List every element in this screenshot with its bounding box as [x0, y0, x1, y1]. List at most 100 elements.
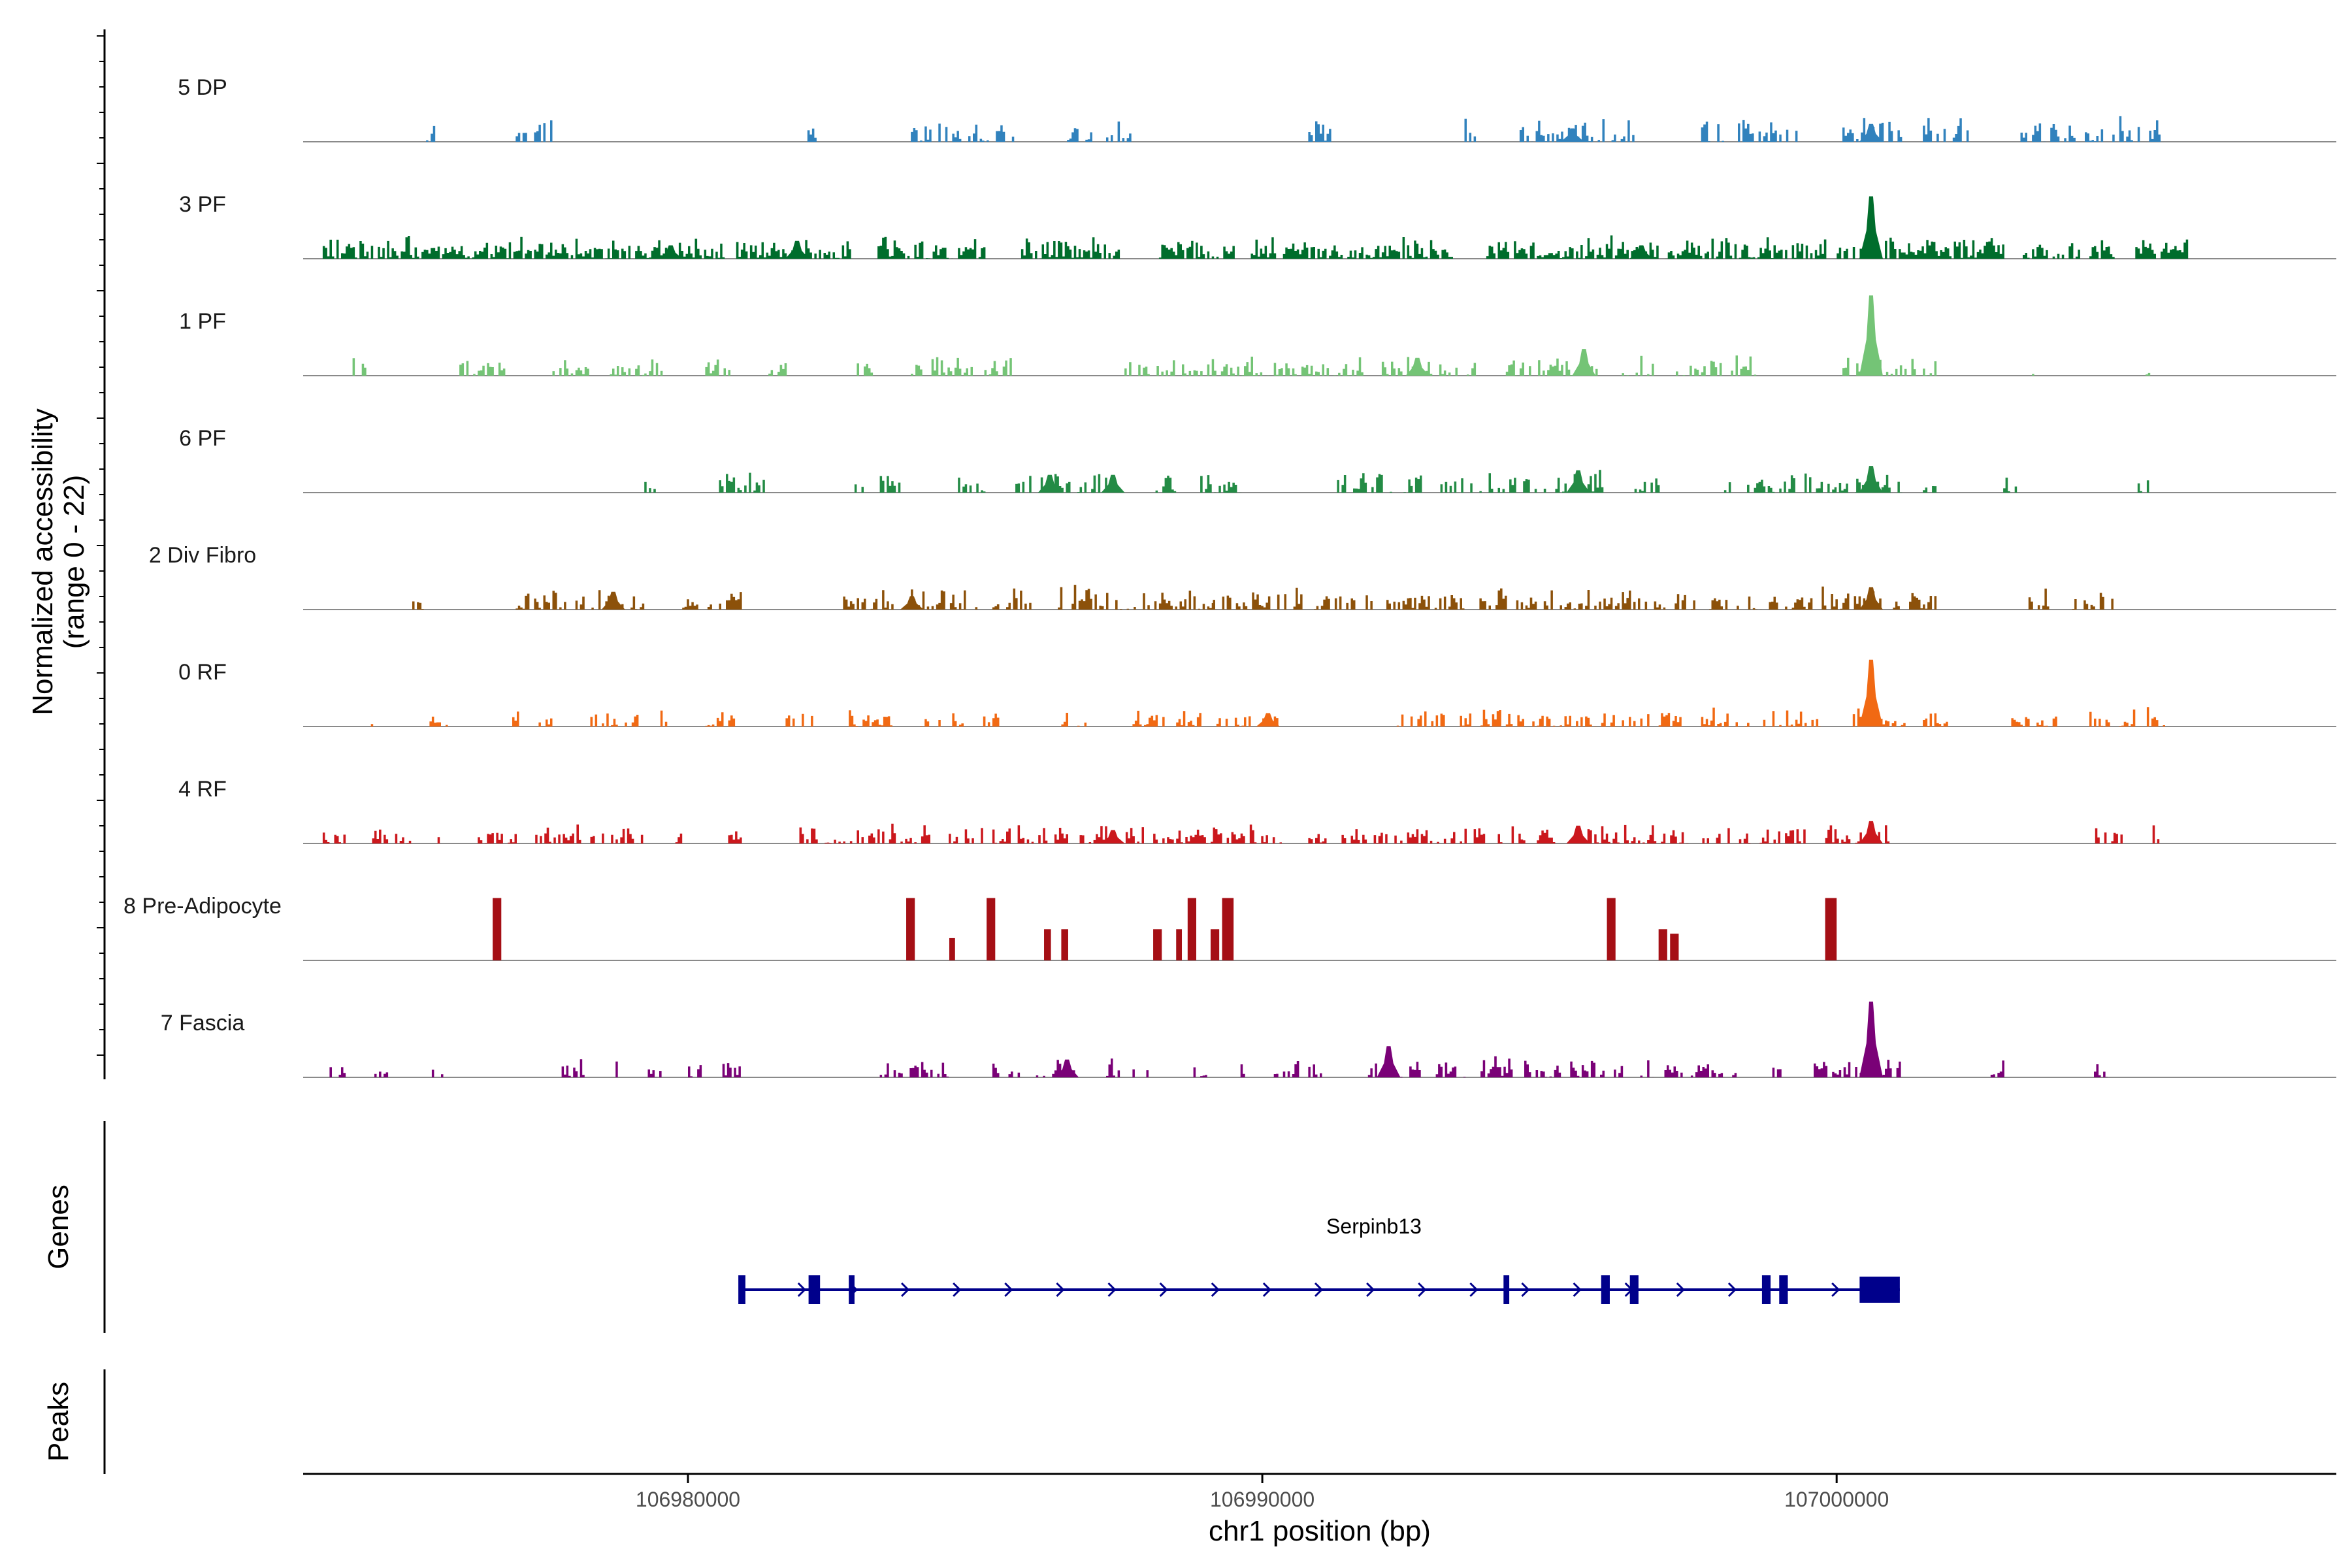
coverage-bar	[1153, 929, 1162, 960]
track-0-rf: 0 RF	[178, 659, 2336, 727]
track-5-dp: 5 DP	[178, 75, 2336, 142]
x-tick-label: 106990000	[1210, 1488, 1315, 1511]
coverage-signal-2-div-fibro	[412, 585, 2114, 610]
coverage-peak	[1629, 245, 1654, 259]
strand-arrow	[1159, 1282, 1168, 1298]
coverage-peak	[1055, 1059, 1079, 1077]
coverage-signal-0-rf	[366, 707, 2166, 727]
track-1-pf: 1 PF	[179, 295, 2336, 376]
coverage-bar	[1187, 898, 1196, 960]
gene-exon	[808, 1275, 821, 1304]
coverage-peak	[1377, 1046, 1401, 1077]
strand-arrow	[1727, 1282, 1737, 1298]
peaks-y-axis-title: Peaks	[42, 1382, 74, 1462]
coverage-bar	[1658, 929, 1667, 960]
coverage-bar	[1825, 898, 1837, 960]
coverage-signal-4-rf	[320, 823, 2160, 843]
gene-exon	[849, 1275, 855, 1304]
coverage-signal-7-fascia	[320, 1056, 2108, 1077]
gene-exon	[1629, 1275, 1639, 1304]
coverage-peak	[1859, 1002, 1883, 1077]
gene-exon	[1779, 1275, 1788, 1304]
x-axis: 106980000 106990000 107000000 chr1 positio…	[303, 1473, 2336, 1547]
coverage-peak	[1405, 357, 1429, 376]
track-label-7-fascia: 7 Fascia	[161, 1011, 245, 1036]
peaks-panel: Peaks	[42, 1369, 106, 1474]
coverage-bar	[906, 898, 915, 960]
track-7-fascia: 7 Fascia	[161, 1002, 2336, 1078]
strand-arrow	[1314, 1282, 1324, 1298]
coverage-peak	[1572, 349, 1596, 376]
coverage-bar	[1044, 929, 1051, 960]
genes-panel: Genes Serpinb13	[42, 1121, 1900, 1333]
coverage-peak	[1859, 659, 1883, 727]
gene-exon	[740, 1275, 745, 1304]
coverage-peak	[1859, 587, 1883, 610]
strand-arrow	[1676, 1282, 1685, 1298]
coverage-peak	[1566, 825, 1590, 843]
gene-exon	[1761, 1275, 1771, 1304]
strand-arrow	[1004, 1282, 1013, 1298]
coverage-peak	[1859, 466, 1883, 493]
x-tick-label: 106980000	[636, 1488, 740, 1511]
coverage-peak	[1101, 474, 1125, 493]
coverage-panel: Normalized accessibility (range 0 - 22) …	[27, 29, 2336, 1079]
coverage-signal-6-pf	[642, 470, 2149, 493]
gene-label-serpinb13: Serpinb13	[1326, 1215, 1422, 1238]
coverage-signal-3-pf	[320, 235, 2189, 259]
strand-arrow	[797, 1282, 806, 1298]
coverage-bar	[1670, 934, 1679, 960]
track-label-6-pf: 6 PF	[179, 426, 226, 451]
coverage-peak	[1256, 713, 1280, 727]
track-label-2-div-fibro: 2 Div Fibro	[149, 543, 256, 568]
strand-arrow	[953, 1282, 962, 1298]
coverage-bar	[1607, 898, 1616, 960]
x-axis-title: chr1 position (bp)	[1209, 1515, 1431, 1547]
track-label-0-rf: 0 RF	[178, 660, 227, 685]
coverage-bar	[493, 898, 502, 960]
coverage-peak	[601, 591, 625, 610]
strand-arrow	[900, 1282, 910, 1298]
track-label-8-pre-adipocyte: 8 Pre-Adipocyte	[123, 894, 282, 919]
x-tick-label: 107000000	[1784, 1488, 1889, 1511]
coverage-peak	[1566, 470, 1590, 493]
strand-arrow	[1262, 1282, 1272, 1298]
track-label-4-rf: 4 RF	[178, 777, 227, 802]
coverage-y-axis-title: Normalized accessibility	[27, 408, 59, 715]
strand-arrow	[1831, 1282, 1840, 1298]
gene-exon	[1503, 1275, 1510, 1304]
coverage-peak	[659, 245, 683, 259]
strand-arrow	[1366, 1282, 1375, 1298]
track-4-rf: 4 RF	[178, 777, 2336, 844]
track-3-pf: 3 PF	[179, 192, 2336, 259]
gene-model-serpinb13	[738, 1275, 1900, 1304]
coverage-peak	[900, 596, 924, 610]
strand-arrow	[1469, 1282, 1478, 1298]
coverage-bar	[1222, 898, 1234, 960]
x-axis-ticks: 106980000 106990000 107000000	[636, 1474, 1889, 1511]
track-label-5-dp: 5 DP	[178, 75, 227, 100]
gene-exon	[1859, 1277, 1900, 1303]
gene-exon	[1601, 1275, 1610, 1304]
strand-arrow	[1107, 1282, 1117, 1298]
coverage-bar	[1176, 929, 1183, 960]
coverage-peak	[1101, 830, 1125, 843]
coverage-bar	[987, 898, 996, 960]
genes-y-axis-title: Genes	[42, 1184, 74, 1269]
coverage-bar	[1061, 929, 1068, 960]
coverage-y-axis-subtitle: (range 0 - 22)	[58, 475, 90, 649]
strand-arrow	[1056, 1282, 1065, 1298]
track-label-3-pf: 3 PF	[179, 192, 226, 217]
strand-arrow	[1521, 1282, 1530, 1298]
strand-arrow	[1418, 1282, 1427, 1298]
coverage-bar	[949, 938, 955, 960]
coverage-peak	[1859, 123, 1883, 142]
coverage-peak	[1037, 474, 1062, 493]
coverage-tracks: 5 DP 3 PF 1 PF 6 PF 2 Div Fibro 0 RF 4 RF 8 Pre…	[123, 75, 2336, 1078]
coverage-bar	[1210, 929, 1220, 960]
track-label-1-pf: 1 PF	[179, 309, 226, 334]
strand-arrow	[1573, 1282, 1582, 1298]
coverage-peak	[1560, 128, 1584, 142]
coverage-signal-5-dp	[423, 116, 2161, 142]
